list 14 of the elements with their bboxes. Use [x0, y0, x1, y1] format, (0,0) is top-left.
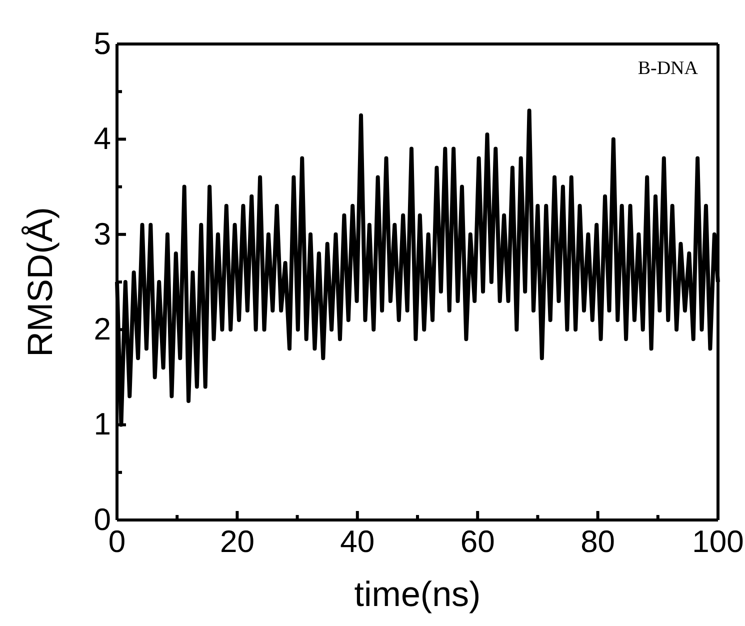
x-tick-label: 40: [340, 524, 375, 560]
x-tick-label: 100: [692, 524, 744, 560]
x-tick-label: 60: [460, 524, 495, 560]
y-tick-label: 0: [94, 502, 111, 537]
annotation: B-DNA: [638, 58, 698, 79]
y-tick-label: 4: [94, 121, 111, 156]
y-axis-title: RMSD(Å): [21, 207, 60, 357]
x-tick-label: 20: [220, 524, 254, 560]
y-tick-label: 2: [94, 312, 111, 347]
x-axis-title: time(ns): [354, 575, 481, 614]
y-tick-label: 1: [94, 406, 111, 442]
y-tick-label: 3: [94, 216, 111, 252]
y-tick-label: 5: [94, 26, 111, 61]
x-tick-label: 80: [580, 524, 616, 560]
